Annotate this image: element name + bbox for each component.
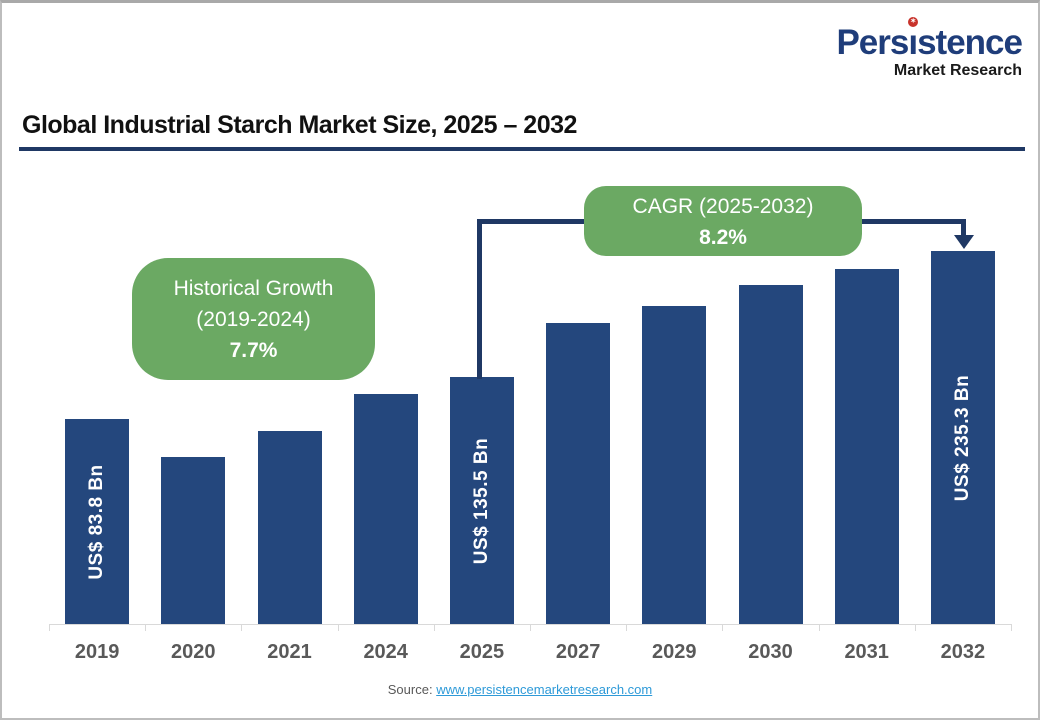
- bar-value-label-2025: US$ 135.5 Bn: [470, 437, 492, 564]
- connector-line-left-horizontal: [477, 219, 587, 224]
- x-axis-label-2027: 2027: [555, 641, 601, 663]
- title-underline: [19, 147, 1025, 151]
- x-axis-tick: [1011, 624, 1012, 631]
- x-axis-label-2024: 2024: [363, 641, 408, 663]
- logo-wordmark-pre: Pers: [836, 23, 909, 62]
- bar-value-label-2032: US$ 235.3 Bn: [951, 374, 973, 501]
- x-axis-label-2019: 2019: [74, 641, 120, 663]
- bar-2030: [738, 285, 803, 624]
- page-title: Global Industrial Starch Market Size, 20…: [22, 111, 577, 139]
- x-axis-tick: [338, 624, 339, 631]
- x-axis-tick: [819, 624, 820, 631]
- connector-line-right-horizontal: [859, 219, 966, 224]
- x-axis-label-2029: 2029: [652, 641, 697, 663]
- logo: Persıstence Market Research: [836, 23, 1023, 79]
- source-link[interactable]: www.persistencemarketresearch.com: [436, 682, 653, 697]
- logo-wordmark: Persıstence: [836, 23, 1023, 62]
- historical-growth-value: 7.7%: [229, 339, 278, 362]
- x-axis-label-2032: 2032: [940, 641, 986, 663]
- connector-line-2032-vertical: [961, 219, 966, 236]
- x-axis-label-2021: 2021: [267, 641, 312, 663]
- historical-growth-line1: Historical Growth: [173, 277, 334, 300]
- source-label: Source:: [387, 682, 433, 697]
- logo-subtitle: Market Research: [893, 62, 1022, 79]
- plot-area: US$ 83.8 Bn US$ 135.5 Bn US$ 235.3 Bn: [49, 251, 1011, 624]
- x-axis-label-2031: 2031: [844, 641, 889, 663]
- source-line: Source: www.persistencemarketresearch.co…: [2, 682, 1038, 697]
- cagr-line1: CAGR (2025-2032): [632, 195, 814, 218]
- historical-growth-callout: Historical Growth (2019-2024) 7.7%: [132, 258, 375, 380]
- x-axis-tick: [915, 624, 916, 631]
- bar-2019: US$ 83.8 Bn: [65, 419, 130, 624]
- cagr-callout: CAGR (2025-2032) 8.2%: [584, 186, 862, 256]
- bar-2031: [834, 269, 899, 624]
- historical-growth-line2: (2019-2024): [196, 308, 311, 331]
- logo-wordmark-post: stence: [917, 23, 1023, 62]
- bar-2027: [546, 323, 611, 624]
- x-axis-label-2020: 2020: [171, 641, 216, 663]
- bar-2021: [257, 431, 322, 624]
- x-axis-label-2030: 2030: [748, 641, 793, 663]
- x-axis-tick: [626, 624, 627, 631]
- x-axis-tick: [241, 624, 242, 631]
- x-axis-tick: [722, 624, 723, 631]
- arrow-down-icon: [954, 235, 974, 249]
- cagr-value: 8.2%: [699, 226, 747, 249]
- x-axis-tick: [49, 624, 50, 631]
- x-axis-tick: [434, 624, 435, 631]
- bar-2029: [642, 306, 707, 624]
- bar-value-label-2019: US$ 83.8 Bn: [86, 463, 108, 580]
- bar-2020: [161, 457, 226, 624]
- bar-2024: [353, 394, 418, 624]
- x-axis-tick: [145, 624, 146, 631]
- connector-line-2025-vertical: [477, 219, 482, 379]
- bar-2032: US$ 235.3 Bn: [930, 251, 995, 624]
- bar-2025: US$ 135.5 Bn: [449, 377, 514, 624]
- logo-star-dot-icon: ı: [908, 25, 918, 60]
- x-axis-tick: [530, 624, 531, 631]
- x-axis-label-2025: 2025: [459, 641, 505, 663]
